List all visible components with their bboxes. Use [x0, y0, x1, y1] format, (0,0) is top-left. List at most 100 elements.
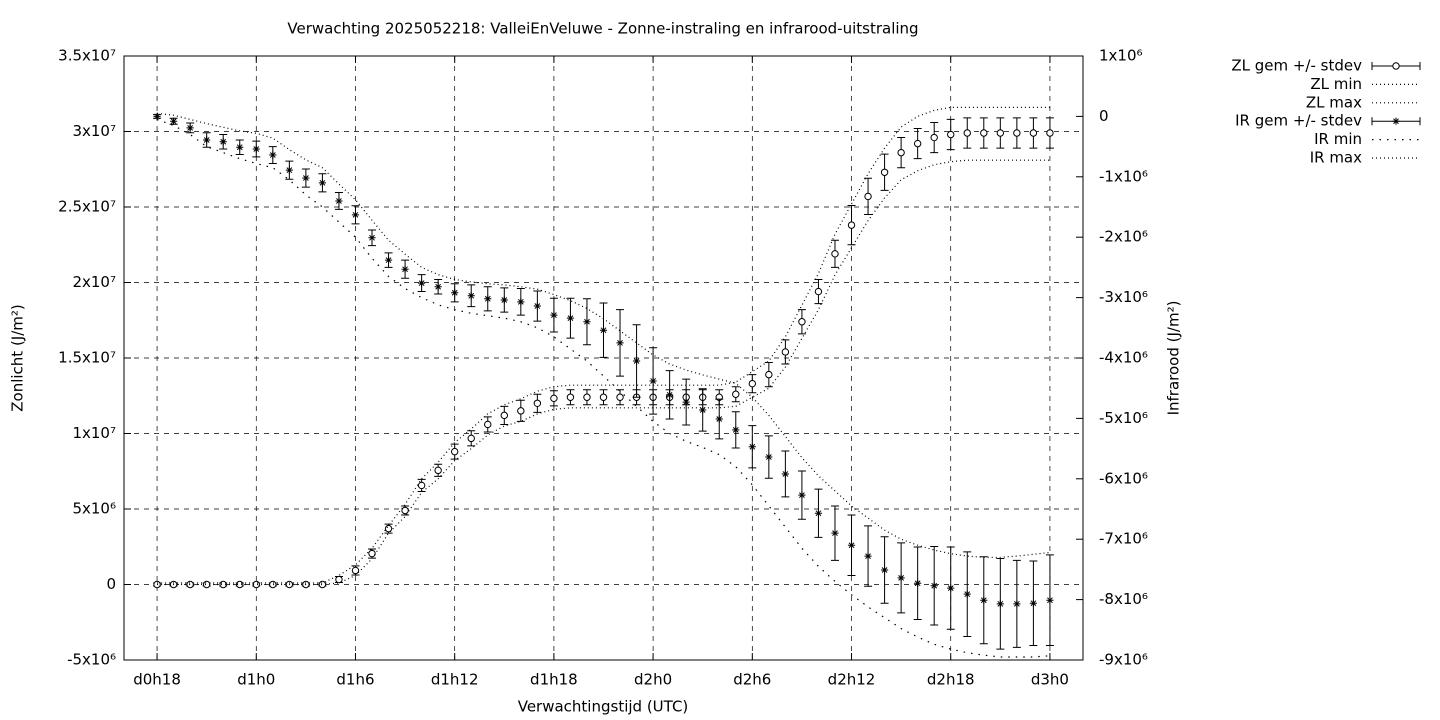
data-point	[616, 339, 624, 347]
data-point	[252, 145, 260, 153]
data-point	[1013, 600, 1021, 608]
plot-border	[123, 55, 1084, 661]
data-point	[996, 600, 1004, 608]
data-point	[649, 377, 657, 385]
data-point	[318, 580, 327, 589]
data-point	[814, 509, 823, 517]
data-point	[1392, 117, 1400, 125]
data-point	[434, 466, 442, 475]
data-point	[699, 406, 707, 414]
data-point	[451, 289, 459, 297]
data-point	[533, 302, 541, 310]
data-point	[798, 318, 806, 326]
y-tick-label: 0	[106, 575, 116, 593]
data-point	[583, 318, 591, 326]
data-point	[368, 234, 376, 242]
data-point	[418, 279, 426, 287]
x-axis-label: Verwachtingstijd (UTC)	[518, 698, 689, 716]
data-point	[616, 393, 624, 401]
y2-axis-label: Infrarood (J/m²)	[1165, 301, 1183, 416]
y2-tick-label: -6x10⁶	[1099, 469, 1148, 487]
x-tick-label: d3h0	[1031, 671, 1069, 689]
data-point	[1046, 129, 1054, 137]
data-point	[666, 391, 674, 399]
data-point	[1392, 62, 1400, 70]
data-point	[533, 399, 542, 407]
data-point	[500, 296, 508, 304]
data-point	[219, 138, 227, 146]
y2-tick-label: -9x10⁶	[1099, 651, 1148, 669]
data-point	[765, 370, 773, 379]
y2-tick-label: -4x10⁶	[1099, 349, 1148, 367]
legend-label: ZL max	[1306, 93, 1362, 111]
data-point	[384, 524, 393, 533]
data-point	[1013, 129, 1021, 137]
data-point	[748, 379, 757, 388]
data-point	[566, 314, 575, 322]
data-point	[401, 506, 409, 515]
data-point	[153, 112, 161, 120]
x-tick-label: d2h18	[927, 671, 975, 689]
data-point	[467, 292, 475, 300]
data-point	[384, 256, 393, 264]
data-point	[550, 311, 558, 319]
data-point	[599, 393, 608, 401]
data-point	[897, 148, 905, 157]
data-point	[484, 295, 492, 303]
y2-tick-label: -8x10⁶	[1099, 590, 1148, 608]
data-point	[947, 584, 955, 592]
y2-tick-label: 0	[1099, 107, 1109, 125]
data-point	[517, 298, 525, 306]
y-tick-label: 1x10⁷	[72, 424, 116, 442]
x-tick-label: d2h0	[634, 671, 672, 689]
data-point	[285, 166, 293, 174]
data-point	[980, 596, 988, 604]
y-tick-label: 3.5x10⁷	[58, 47, 116, 65]
data-point	[202, 580, 211, 589]
y2-tick-label: 1x10⁶	[1099, 47, 1143, 65]
legend-label: IR gem +/- stdev	[1235, 112, 1362, 130]
series-line	[156, 118, 1050, 658]
data-point	[913, 139, 922, 148]
series-line	[157, 112, 1050, 558]
data-point	[450, 447, 459, 456]
data-point	[269, 580, 277, 589]
data-point	[1029, 129, 1038, 137]
x-tick-label: d0h18	[133, 671, 181, 689]
series-line	[157, 159, 1050, 586]
data-point	[781, 470, 789, 478]
data-point	[434, 283, 442, 291]
x-tick-label: d2h6	[733, 671, 771, 689]
data-point	[401, 265, 409, 273]
series-line	[157, 106, 1050, 584]
data-point	[186, 124, 194, 132]
x-tick-label: d1h0	[237, 671, 275, 689]
x-tick-label: d1h6	[336, 671, 374, 689]
data-point	[335, 197, 343, 205]
data-point	[715, 415, 723, 423]
x-tick-label: d1h18	[530, 671, 578, 689]
data-point	[847, 221, 856, 229]
legend-label: IR max	[1310, 149, 1362, 167]
data-point	[930, 133, 938, 142]
data-point	[880, 168, 889, 176]
data-point	[814, 287, 823, 296]
y-tick-label: 2.5x10⁷	[58, 198, 116, 216]
y-tick-label: 3x10⁷	[72, 122, 116, 140]
y-tick-label: 2x10⁷	[72, 273, 116, 291]
data-point	[467, 434, 475, 443]
data-point	[781, 348, 790, 356]
data-point	[500, 411, 508, 420]
data-point	[930, 582, 938, 590]
y2-tick-label: -7x10⁶	[1099, 530, 1148, 548]
data-point	[748, 443, 756, 451]
legend-label: ZL gem +/- stdev	[1231, 57, 1362, 75]
data-point	[847, 541, 856, 549]
data-point	[897, 574, 905, 582]
data-point	[914, 579, 922, 587]
data-point	[798, 491, 806, 499]
data-point	[864, 192, 872, 201]
data-point	[417, 481, 426, 490]
data-point	[170, 117, 178, 125]
y2-tick-label: -2x10⁶	[1099, 228, 1148, 246]
